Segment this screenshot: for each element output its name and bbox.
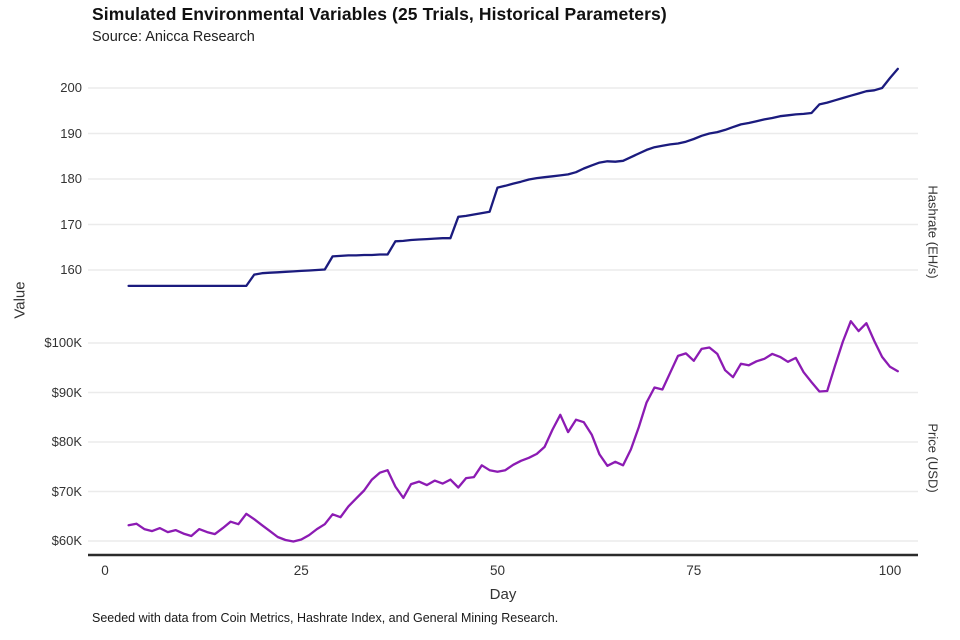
right-axis-label-price: Price (USD) [925, 423, 941, 493]
x-tick-label: 0 [101, 563, 109, 578]
x-tick-label: 25 [293, 563, 309, 578]
series-line-price [127, 320, 899, 543]
y-tick-label: 200 [60, 80, 82, 95]
y-tick-label: 170 [60, 216, 82, 232]
x-axis-label: Day [489, 586, 517, 603]
y-tick-label: $80K [51, 434, 82, 449]
y-tick-label: 180 [60, 171, 82, 186]
y-tick-label: $60K [51, 533, 82, 548]
y-tick-label: $70K [51, 483, 82, 499]
right-axis-label-hashrate: Hashrate (EH/s) [925, 185, 941, 279]
series-line-hashrate [127, 67, 899, 288]
y-tick-label: 160 [60, 262, 82, 277]
chart-title: Simulated Environmental Variables (25 Tr… [92, 4, 667, 24]
x-tick-label: 100 [878, 563, 902, 578]
y-axis-label: Value [11, 281, 29, 319]
x-tick-label: 50 [489, 563, 506, 578]
y-tick-label: 190 [60, 125, 82, 141]
chart-subtitle: Source: Anicca Research [92, 29, 255, 45]
source-footnote: Seeded with data from Coin Metrics, Hash… [92, 611, 559, 625]
y-tick-label: $100K [44, 335, 82, 350]
x-tick-label: 75 [686, 563, 702, 578]
y-tick-label: $90K [51, 384, 82, 400]
